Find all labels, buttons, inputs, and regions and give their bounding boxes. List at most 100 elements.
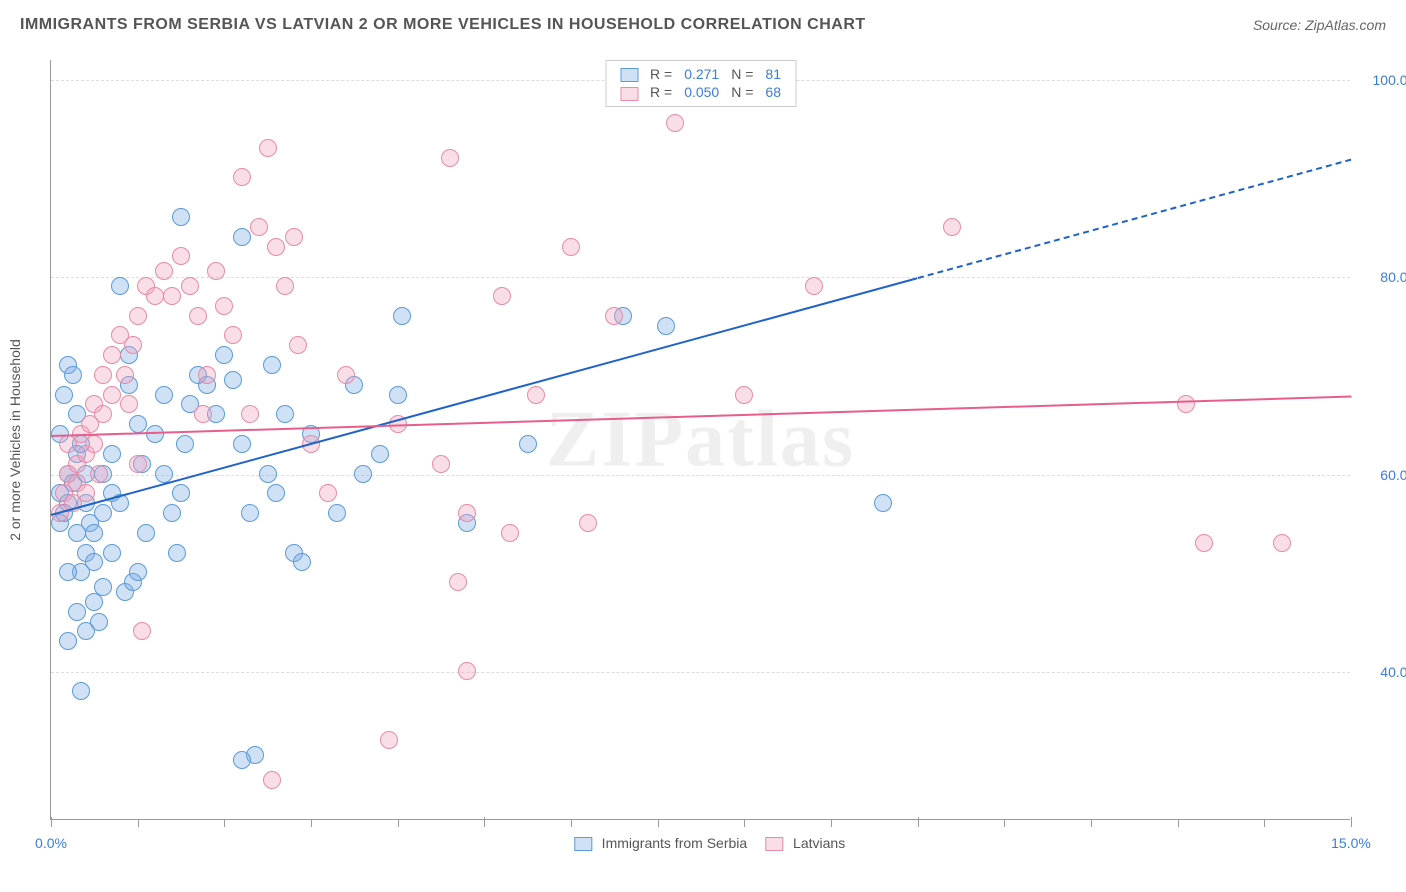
scatter-point-pink bbox=[85, 435, 103, 453]
scatter-point-pink bbox=[181, 277, 199, 295]
scatter-point-blue bbox=[293, 553, 311, 571]
stats-row: R =0.271N =81 bbox=[614, 65, 787, 83]
scatter-point-blue bbox=[874, 494, 892, 512]
scatter-point-pink bbox=[194, 405, 212, 423]
scatter-point-pink bbox=[735, 386, 753, 404]
scatter-point-blue bbox=[72, 682, 90, 700]
scatter-point-pink bbox=[493, 287, 511, 305]
scatter-point-blue bbox=[55, 386, 73, 404]
scatter-point-blue bbox=[328, 504, 346, 522]
scatter-point-pink bbox=[94, 405, 112, 423]
scatter-point-pink bbox=[458, 504, 476, 522]
xtick-label: 0.0% bbox=[35, 835, 67, 851]
scatter-point-blue bbox=[172, 208, 190, 226]
scatter-point-blue bbox=[64, 366, 82, 384]
scatter-point-pink bbox=[579, 514, 597, 532]
legend-label: Immigrants from Serbia bbox=[598, 835, 747, 851]
scatter-point-pink bbox=[90, 465, 108, 483]
xtick-minor bbox=[224, 819, 225, 827]
stats-row: R =0.050N =68 bbox=[614, 83, 787, 101]
scatter-point-pink bbox=[207, 262, 225, 280]
xtick-minor bbox=[398, 819, 399, 827]
xtick-minor bbox=[1264, 819, 1265, 827]
scatter-point-blue bbox=[129, 415, 147, 433]
scatter-point-blue bbox=[276, 405, 294, 423]
scatter-point-blue bbox=[155, 465, 173, 483]
scatter-point-pink bbox=[189, 307, 207, 325]
xtick bbox=[484, 817, 485, 827]
scatter-point-blue bbox=[259, 465, 277, 483]
scatter-point-blue bbox=[393, 307, 411, 325]
gridline-h bbox=[51, 475, 1350, 476]
scatter-point-blue bbox=[103, 544, 121, 562]
scatter-point-blue bbox=[176, 435, 194, 453]
scatter-point-pink bbox=[94, 366, 112, 384]
scatter-point-blue bbox=[233, 751, 251, 769]
scatter-point-pink bbox=[441, 149, 459, 167]
scatter-point-pink bbox=[172, 247, 190, 265]
scatter-point-blue bbox=[354, 465, 372, 483]
trend-line bbox=[917, 159, 1351, 279]
scatter-point-pink bbox=[380, 731, 398, 749]
scatter-point-blue bbox=[94, 504, 112, 522]
scatter-point-blue bbox=[103, 445, 121, 463]
stats-legend: R =0.271N =81R =0.050N =68 bbox=[605, 60, 796, 107]
scatter-point-blue bbox=[137, 524, 155, 542]
chart-area: 2 or more Vehicles in Household ZIPatlas… bbox=[50, 60, 1350, 820]
scatter-point-pink bbox=[289, 336, 307, 354]
scatter-point-blue bbox=[68, 524, 86, 542]
scatter-point-pink bbox=[259, 139, 277, 157]
scatter-point-pink bbox=[215, 297, 233, 315]
scatter-point-pink bbox=[562, 238, 580, 256]
scatter-point-pink bbox=[241, 405, 259, 423]
scatter-point-blue bbox=[519, 435, 537, 453]
xtick-minor bbox=[138, 819, 139, 827]
series-legend: Immigrants from Serbia Latvians bbox=[556, 835, 845, 851]
scatter-point-pink bbox=[120, 395, 138, 413]
legend-label: Latvians bbox=[789, 835, 845, 851]
scatter-point-pink bbox=[458, 662, 476, 680]
scatter-point-pink bbox=[133, 622, 151, 640]
scatter-point-blue bbox=[85, 524, 103, 542]
scatter-point-pink bbox=[103, 346, 121, 364]
scatter-point-blue bbox=[267, 484, 285, 502]
scatter-point-blue bbox=[146, 425, 164, 443]
scatter-point-blue bbox=[241, 504, 259, 522]
scatter-point-pink bbox=[77, 484, 95, 502]
watermark: ZIPatlas bbox=[546, 394, 855, 485]
scatter-point-pink bbox=[1273, 534, 1291, 552]
scatter-point-pink bbox=[163, 287, 181, 305]
xtick-minor bbox=[1091, 819, 1092, 827]
scatter-point-pink bbox=[605, 307, 623, 325]
scatter-point-blue bbox=[215, 346, 233, 364]
ytick-label: 80.0% bbox=[1360, 269, 1406, 285]
xtick-minor bbox=[1004, 819, 1005, 827]
xtick-minor bbox=[831, 819, 832, 827]
scatter-point-pink bbox=[124, 336, 142, 354]
scatter-point-pink bbox=[943, 218, 961, 236]
scatter-point-pink bbox=[155, 262, 173, 280]
scatter-point-blue bbox=[172, 484, 190, 502]
scatter-point-blue bbox=[233, 228, 251, 246]
ytick-label: 60.0% bbox=[1360, 467, 1406, 483]
legend-swatch bbox=[765, 837, 783, 851]
scatter-point-pink bbox=[224, 326, 242, 344]
scatter-point-pink bbox=[337, 366, 355, 384]
scatter-point-blue bbox=[90, 613, 108, 631]
scatter-point-pink bbox=[501, 524, 519, 542]
scatter-point-pink bbox=[1195, 534, 1213, 552]
scatter-point-blue bbox=[657, 317, 675, 335]
scatter-point-pink bbox=[233, 168, 251, 186]
scatter-point-blue bbox=[371, 445, 389, 463]
chart-title: IMMIGRANTS FROM SERBIA VS LATVIAN 2 OR M… bbox=[20, 16, 866, 34]
scatter-point-blue bbox=[163, 504, 181, 522]
header: IMMIGRANTS FROM SERBIA VS LATVIAN 2 OR M… bbox=[0, 0, 1406, 50]
scatter-point-blue bbox=[389, 386, 407, 404]
scatter-point-blue bbox=[233, 435, 251, 453]
scatter-point-pink bbox=[666, 114, 684, 132]
xtick bbox=[51, 817, 52, 827]
xtick-label: 15.0% bbox=[1331, 835, 1371, 851]
source-label: Source: ZipAtlas.com bbox=[1253, 17, 1386, 33]
xtick bbox=[918, 817, 919, 827]
scatter-point-blue bbox=[85, 553, 103, 571]
